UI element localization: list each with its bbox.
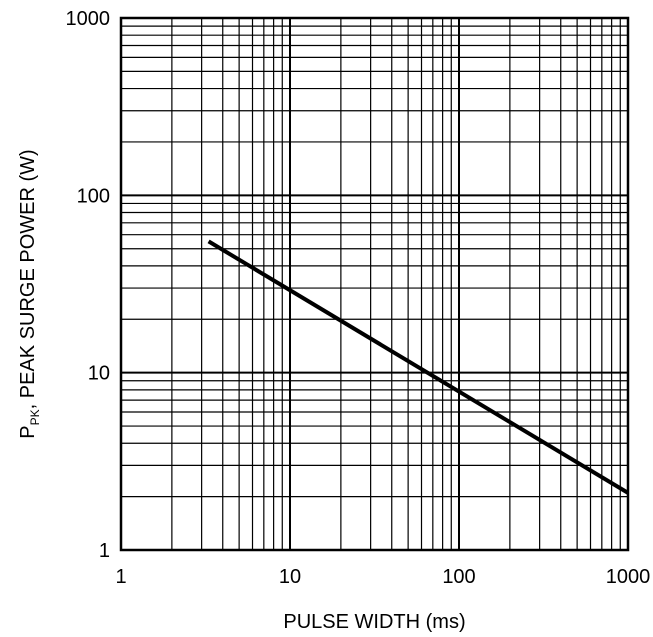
series-group [207,239,630,495]
x-tick-label: 10 [279,566,301,588]
y-axis-title-suffix: , PEAK SURGE POWER (W) [17,149,39,409]
plot-frame [119,16,630,552]
x-tick-label: 1000 [606,566,651,588]
grid-lines [121,18,628,550]
x-tick-label: 1 [115,566,126,588]
y-axis-title-prefix: P [17,425,39,438]
y-tick-label: 10 [88,363,110,385]
y-axis-title-subscript: PK [28,409,42,425]
y-tick-label: 1000 [66,8,111,30]
y-tick-label: 100 [77,185,110,207]
y-axis-title: PPK, PEAK SURGE POWER (W) [17,149,42,438]
y-tick-label: 1 [99,540,110,562]
x-tick-labels: 1 10 100 1000 [115,566,650,588]
y-tick-labels: 1 10 100 1000 [66,8,111,562]
x-tick-label: 100 [442,566,475,588]
series-line-1 [207,239,630,495]
x-axis-title: PULSE WIDTH (ms) [283,611,465,633]
